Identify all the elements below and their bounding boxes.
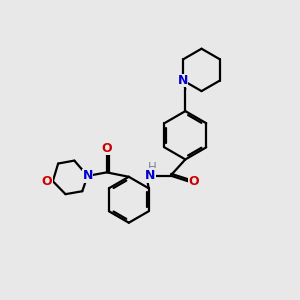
Text: O: O [42, 175, 52, 188]
Text: O: O [189, 175, 200, 188]
Text: N: N [82, 169, 93, 182]
Text: N: N [145, 169, 155, 182]
Text: O: O [101, 142, 112, 155]
Text: H: H [148, 161, 157, 174]
Text: N: N [178, 74, 188, 87]
